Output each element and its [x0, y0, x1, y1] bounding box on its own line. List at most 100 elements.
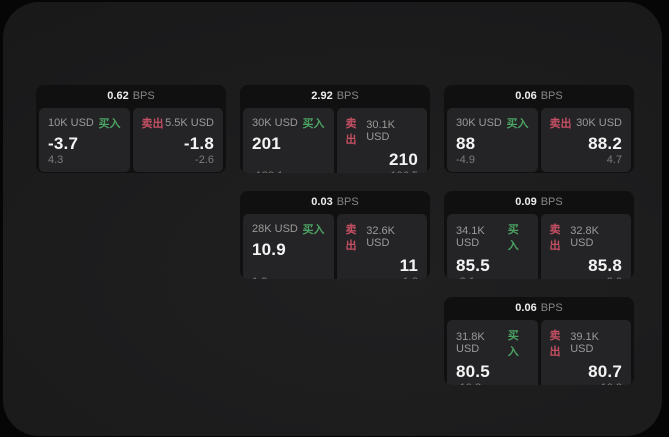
spread-value: 0.06 [515, 302, 537, 314]
buy-quote-pane[interactable]: 30K USD 买入 201 -188.1 [243, 108, 334, 173]
quote-card: 0.06 BPS 30K USD 买入 88 -4.9 卖出 30K USD 8… [444, 85, 634, 173]
sell-price: 80.7 [588, 362, 622, 381]
sell-quote-pane[interactable]: 卖出 30K USD 88.2 4.7 [540, 108, 631, 172]
sell-pane-header: 卖出 32.8K USD [550, 221, 623, 253]
sell-size-label: 5.5K USD [165, 117, 214, 129]
quote-card: 0.62 BPS 10K USD 买入 -3.7 4.3 卖出 5.5K USD… [36, 85, 226, 173]
buy-size-label: 31.8K USD [456, 331, 485, 355]
buy-delta: -188.1 [252, 170, 325, 173]
sell-delta: 10.2 [550, 382, 622, 385]
sell-delta: 196.5 [346, 170, 418, 173]
sell-price: 88.2 [588, 134, 622, 153]
buy-delta: -3.1 [456, 276, 529, 279]
buy-pane-header: 30K USD 买入 [456, 115, 529, 131]
sell-side-label: 卖出 [141, 118, 164, 130]
sell-quote-pane[interactable]: 卖出 39.1K USD 80.7 10.2 [540, 320, 631, 385]
sell-pane-header: 卖出 39.1K USD [550, 327, 623, 359]
spread-value: 0.62 [107, 90, 129, 102]
buy-delta: 4.3 [48, 154, 64, 166]
quote-body: 10K USD 买入 -3.7 4.3 卖出 5.5K USD -1.8 -2.… [39, 108, 223, 172]
spread-header: 0.62 BPS [36, 85, 226, 108]
quote-card: 0.09 BPS 34.1K USD 买入 85.5 -3.1 卖出 32.8K… [444, 191, 634, 279]
sell-price: 85.8 [588, 256, 622, 275]
buy-quote-pane[interactable]: 10K USD 买入 -3.7 4.3 [39, 108, 130, 172]
buy-side-label: 买入 [507, 330, 519, 358]
sell-pane-header: 卖出 5.5K USD [142, 115, 215, 131]
quote-body: 30K USD 买入 88 -4.9 卖出 30K USD 88.2 4.7 [447, 108, 631, 172]
sell-side-label: 卖出 [345, 224, 357, 252]
spread-header: 0.06 BPS [444, 85, 634, 108]
buy-pane-header: 31.8K USD 买入 [456, 327, 529, 359]
sell-delta: 4.7 [606, 154, 622, 166]
quote-card: 0.06 BPS 31.8K USD 买入 80.5 -10.8 卖出 39.1… [444, 297, 634, 385]
spread-unit-label: BPS [336, 196, 359, 208]
buy-quote-pane[interactable]: 31.8K USD 买入 80.5 -10.8 [447, 320, 538, 385]
spread-value: 0.03 [311, 196, 333, 208]
buy-pane-header: 30K USD 买入 [252, 115, 325, 131]
spread-header: 0.03 BPS [240, 191, 430, 214]
buy-quote-pane[interactable]: 34.1K USD 买入 85.5 -3.1 [447, 214, 538, 279]
buy-price: -3.7 [48, 134, 79, 153]
buy-price: 10.9 [252, 240, 286, 259]
sell-quote-pane[interactable]: 卖出 32.8K USD 85.8 3.0 [540, 214, 631, 279]
spread-header: 0.09 BPS [444, 191, 634, 214]
buy-delta: 1.3 [252, 276, 325, 279]
spread-unit-label: BPS [132, 90, 155, 102]
spread-unit-label: BPS [540, 90, 563, 102]
quote-body: 34.1K USD 买入 85.5 -3.1 卖出 32.8K USD 85.8… [447, 214, 631, 279]
buy-pane-header: 28K USD 买入 [252, 221, 325, 237]
sell-pane-header: 卖出 30.1K USD [346, 115, 419, 147]
buy-size-label: 30K USD [252, 117, 298, 129]
quote-body: 31.8K USD 买入 80.5 -10.8 卖出 39.1K USD 80.… [447, 320, 631, 385]
spread-unit-label: BPS [336, 90, 359, 102]
quote-card-grid: 0.62 BPS 10K USD 买入 -3.7 4.3 卖出 5.5K USD… [36, 85, 634, 385]
spread-unit-label: BPS [540, 302, 563, 314]
buy-price: 201 [252, 134, 281, 153]
app-window: 0.62 BPS 10K USD 买入 -3.7 4.3 卖出 5.5K USD… [3, 2, 662, 436]
sell-size-label: 32.6K USD [366, 225, 395, 249]
spread-value: 0.06 [515, 90, 537, 102]
sell-price: -1.8 [183, 134, 214, 153]
buy-pane-header: 10K USD 买入 [48, 115, 121, 131]
sell-quote-pane[interactable]: 卖出 32.6K USD 11 -1.8 [336, 214, 427, 279]
sell-size-label: 30K USD [576, 117, 622, 129]
buy-side-label: 买入 [98, 118, 121, 130]
buy-quote-pane[interactable]: 28K USD 买入 10.9 1.3 [243, 214, 334, 279]
buy-delta: -10.8 [456, 382, 529, 385]
quote-body: 30K USD 买入 201 -188.1 卖出 30.1K USD 210 1… [243, 108, 427, 173]
sell-side-label: 卖出 [549, 330, 561, 358]
buy-price: 85.5 [456, 256, 490, 275]
buy-size-label: 28K USD [252, 223, 298, 235]
spread-header: 2.92 BPS [240, 85, 430, 108]
buy-delta: -4.9 [456, 154, 475, 166]
buy-side-label: 买入 [507, 224, 519, 252]
sell-delta: -2.6 [195, 154, 214, 166]
buy-side-label: 买入 [302, 118, 325, 130]
sell-price: 11 [399, 256, 418, 275]
quote-card: 0.03 BPS 28K USD 买入 10.9 1.3 卖出 32.6K US… [240, 191, 430, 279]
sell-side-label: 卖出 [345, 118, 357, 146]
buy-side-label: 买入 [302, 224, 325, 236]
sell-quote-pane[interactable]: 卖出 5.5K USD -1.8 -2.6 [132, 108, 223, 172]
quote-body: 28K USD 买入 10.9 1.3 卖出 32.6K USD 11 -1.8 [243, 214, 427, 279]
sell-side-label: 卖出 [549, 224, 561, 252]
buy-quote-pane[interactable]: 30K USD 买入 88 -4.9 [447, 108, 538, 172]
sell-delta: 3.0 [550, 276, 622, 279]
sell-side-label: 卖出 [549, 118, 572, 130]
buy-price: 80.5 [456, 362, 490, 381]
sell-price: 210 [389, 150, 418, 169]
buy-size-label: 34.1K USD [456, 225, 485, 249]
buy-size-label: 10K USD [48, 117, 94, 129]
quote-card: 2.92 BPS 30K USD 买入 201 -188.1 卖出 30.1K … [240, 85, 430, 173]
buy-pane-header: 34.1K USD 买入 [456, 221, 529, 253]
sell-quote-pane[interactable]: 卖出 30.1K USD 210 196.5 [336, 108, 427, 173]
sell-size-label: 32.8K USD [570, 225, 599, 249]
sell-size-label: 30.1K USD [366, 119, 395, 143]
buy-side-label: 买入 [506, 118, 529, 130]
buy-size-label: 30K USD [456, 117, 502, 129]
spread-value: 0.09 [515, 196, 537, 208]
spread-unit-label: BPS [540, 196, 563, 208]
spread-header: 0.06 BPS [444, 297, 634, 320]
sell-pane-header: 卖出 30K USD [550, 115, 623, 131]
